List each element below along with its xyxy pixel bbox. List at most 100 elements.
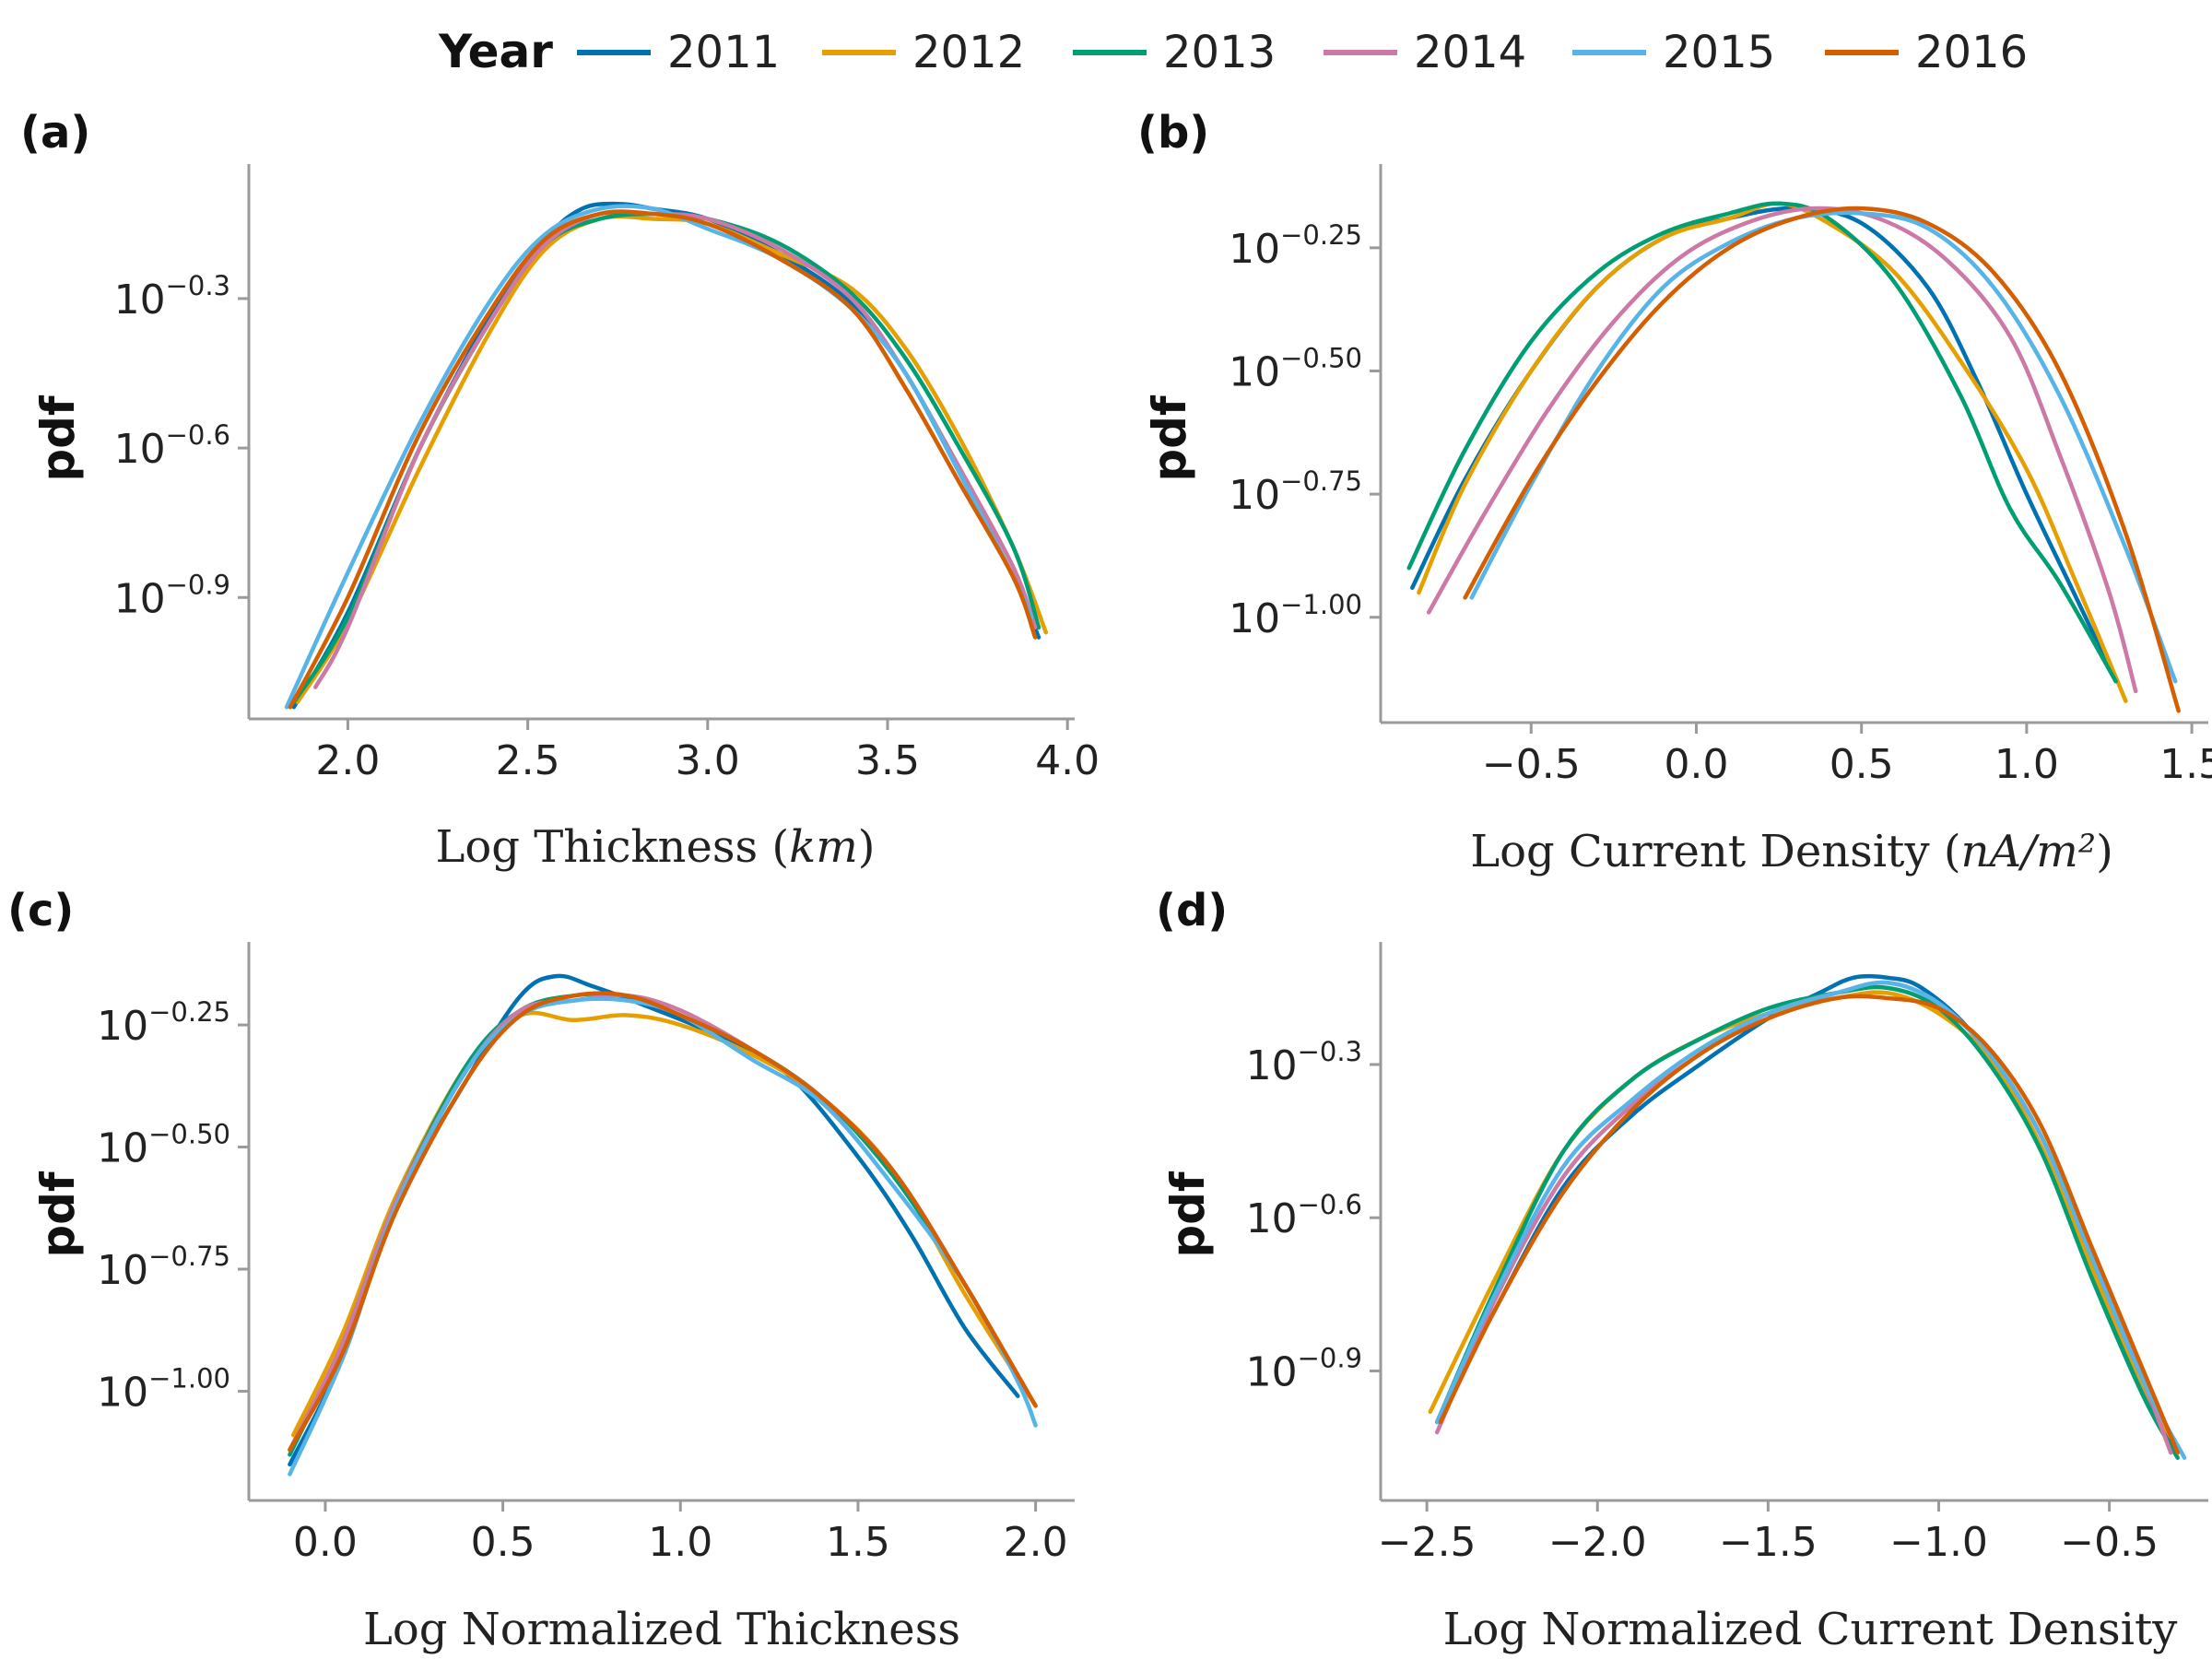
panel-b-series-2014 bbox=[1426, 206, 2138, 694]
panel-b-ytick-base-0: 10 bbox=[1229, 226, 1280, 273]
panel-b-xtick-label-3: 1.0 bbox=[1994, 741, 2059, 788]
panel-a-plot: 2.0 2.5 3.0 3.5 4.010−0.310−0.610−0.9 bbox=[114, 164, 1100, 784]
panel-a-ytick-exp-1: −0.6 bbox=[166, 419, 230, 451]
legend: Year 2011 2012 2013 2014 2015 2016 bbox=[438, 25, 2028, 78]
panel-a-xlabel-unit: km bbox=[789, 821, 858, 873]
panel-d-series-2015 bbox=[1434, 980, 2187, 1460]
legend-entry-2012: 2012 bbox=[822, 27, 1025, 78]
panel-c-ytick-base-0: 10 bbox=[97, 1003, 148, 1050]
panel-a-xlabel-text: Log Thickness bbox=[436, 821, 759, 873]
panel-d-ytick-exp-1: −0.6 bbox=[1298, 1189, 1362, 1220]
panel-c: (c) pdf Log Normalized Thickness 0.0 0.5 1… bbox=[7, 885, 1075, 1655]
panel-d-ytick-exp-0: −0.3 bbox=[1298, 1036, 1362, 1067]
panel-a-xtick-label-1: 2.5 bbox=[496, 737, 560, 784]
panel-a-ytick-label-1: 10−0.6 bbox=[114, 419, 230, 473]
panel-c-ytick-exp-2: −0.75 bbox=[148, 1241, 230, 1272]
panel-d-xtick-label-2: −1.5 bbox=[1719, 1519, 1818, 1566]
panel-a-series-2015 bbox=[284, 204, 1034, 710]
panel-c-ytick-label-3: 10−1.00 bbox=[97, 1362, 230, 1416]
panel-d-series-2011 bbox=[1434, 973, 2173, 1445]
legend-label-2015: 2015 bbox=[1663, 27, 1775, 78]
panel-c-series-2014 bbox=[288, 993, 1028, 1453]
panel-c-ytick-label-1: 10−0.50 bbox=[97, 1119, 230, 1172]
panel-d-ytick-label-0: 10−0.3 bbox=[1246, 1036, 1362, 1089]
panel-b-xtick-label-4: 1.5 bbox=[2159, 741, 2212, 788]
panel-a-ytick-exp-0: −0.3 bbox=[166, 270, 230, 301]
panel-b-xlabel-text: Log Current Density bbox=[1470, 826, 1929, 877]
panel-c-ytick-exp-0: −0.25 bbox=[148, 996, 230, 1028]
panel-d-xtick-label-0: −2.5 bbox=[1378, 1519, 1477, 1566]
panel-a-xlabel-open: ( bbox=[758, 821, 789, 873]
panel-a-xlabel: Log Thickness (km) bbox=[436, 821, 876, 873]
panel-b-ytick-exp-3: −1.00 bbox=[1280, 589, 1362, 620]
panel-d-ytick-exp-2: −0.9 bbox=[1298, 1342, 1362, 1373]
panel-c-ytick-base-2: 10 bbox=[97, 1247, 148, 1294]
panel-d: (d) pdf Log Normalized Current Density −… bbox=[1156, 885, 2208, 1655]
panel-b-ytick-label-1: 10−0.50 bbox=[1229, 342, 1362, 395]
panel-b-series-2013 bbox=[1406, 201, 2118, 684]
panel-a-series-2013 bbox=[291, 211, 1041, 705]
panel-b-ytick-label-0: 10−0.25 bbox=[1229, 219, 1362, 273]
panel-c-series-2013 bbox=[288, 991, 1028, 1457]
panel-b-ytick-base-3: 10 bbox=[1229, 595, 1280, 642]
panel-c-ylabel: pdf bbox=[31, 1171, 85, 1258]
panel-a-series-2016 bbox=[288, 209, 1038, 710]
panel-b-ytick-exp-0: −0.25 bbox=[1280, 219, 1362, 251]
legend-entry-2011: 2011 bbox=[577, 27, 780, 78]
panel-b-ytick-base-2: 10 bbox=[1229, 472, 1280, 519]
panel-c-ytick-exp-3: −1.00 bbox=[148, 1362, 230, 1394]
panel-c-xlabel: Log Normalized Thickness bbox=[363, 1604, 960, 1655]
panel-d-ytick-base-2: 10 bbox=[1246, 1348, 1298, 1395]
panel-d-ytick-label-1: 10−0.6 bbox=[1246, 1189, 1362, 1242]
legend-title: Year bbox=[438, 25, 553, 78]
panel-a-xtick-label-0: 2.0 bbox=[315, 737, 380, 784]
panel-a-letter: (a) bbox=[20, 107, 90, 159]
panel-b-series-2012 bbox=[1417, 201, 2128, 703]
panel-b-series-2011 bbox=[1410, 206, 2118, 684]
panel-c-ytick-label-2: 10−0.75 bbox=[97, 1241, 230, 1294]
panel-c-xtick-label-2: 1.0 bbox=[648, 1519, 712, 1566]
panel-c-xtick-label-4: 2.0 bbox=[1004, 1519, 1068, 1566]
panel-a-xtick-label-3: 3.5 bbox=[855, 737, 920, 784]
legend-entry-2013: 2013 bbox=[1073, 27, 1276, 78]
panel-c-ytick-exp-1: −0.50 bbox=[148, 1119, 230, 1150]
panel-c-xtick-label-3: 1.5 bbox=[826, 1519, 890, 1566]
panel-b-series-2016 bbox=[1463, 206, 2181, 713]
panel-d-xtick-label-4: −0.5 bbox=[2060, 1519, 2159, 1566]
panel-a-ytick-base-2: 10 bbox=[114, 575, 166, 622]
legend-entry-2015: 2015 bbox=[1572, 27, 1775, 78]
legend-label-2013: 2013 bbox=[1163, 27, 1276, 78]
panel-b-xlabel-close: ) bbox=[2096, 826, 2113, 877]
panel-c-plot: 0.0 0.5 1.0 1.5 2.010−0.2510−0.5010−0.7510−1… bbox=[97, 942, 1075, 1566]
panel-b-xlabel: Log Current Density (nA/m²) bbox=[1470, 826, 2113, 877]
legend-label-2012: 2012 bbox=[912, 27, 1025, 78]
legend-label-2014: 2014 bbox=[1414, 27, 1526, 78]
panel-c-ytick-base-1: 10 bbox=[97, 1125, 148, 1172]
legend-label-2016: 2016 bbox=[1915, 27, 2028, 78]
legend-entry-2014: 2014 bbox=[1324, 27, 1526, 78]
panel-b: (b) pdf Log Current Density (nA/m²) −0.5… bbox=[1137, 107, 2212, 877]
panel-a-ytick-base-0: 10 bbox=[114, 276, 166, 324]
panel-d-ylabel: pdf bbox=[1161, 1171, 1215, 1258]
panel-b-xlabel-open: ( bbox=[1930, 826, 1961, 877]
panel-b-series-2015 bbox=[1469, 210, 2178, 684]
panel-b-ytick-label-3: 10−1.00 bbox=[1229, 589, 1362, 642]
panel-b-xtick-label-0: −0.5 bbox=[1482, 741, 1581, 788]
panel-d-ytick-base-0: 10 bbox=[1246, 1042, 1298, 1089]
panel-d-series-2016 bbox=[1438, 994, 2180, 1455]
panel-c-ytick-base-3: 10 bbox=[97, 1369, 148, 1416]
panel-b-xtick-label-1: 0.0 bbox=[1664, 741, 1728, 788]
panel-a-ytick-base-1: 10 bbox=[114, 426, 166, 473]
panel-c-ytick-label-0: 10−0.25 bbox=[97, 996, 230, 1050]
panel-d-xtick-label-3: −1.0 bbox=[1889, 1519, 1988, 1566]
panel-b-plot: −0.5 0.0 0.5 1.0 1.510−0.2510−0.5010−0.7510−… bbox=[1229, 164, 2212, 788]
panel-c-letter: (c) bbox=[7, 885, 74, 936]
panel-b-ytick-exp-2: −0.75 bbox=[1280, 465, 1362, 497]
panel-d-ytick-base-1: 10 bbox=[1246, 1195, 1298, 1242]
panel-b-letter: (b) bbox=[1137, 107, 1209, 159]
panel-c-xtick-label-1: 0.5 bbox=[471, 1519, 535, 1566]
panel-a-ytick-label-2: 10−0.9 bbox=[114, 569, 230, 622]
panel-c-series-2015 bbox=[288, 996, 1038, 1477]
panel-c-series-2016 bbox=[288, 991, 1038, 1453]
